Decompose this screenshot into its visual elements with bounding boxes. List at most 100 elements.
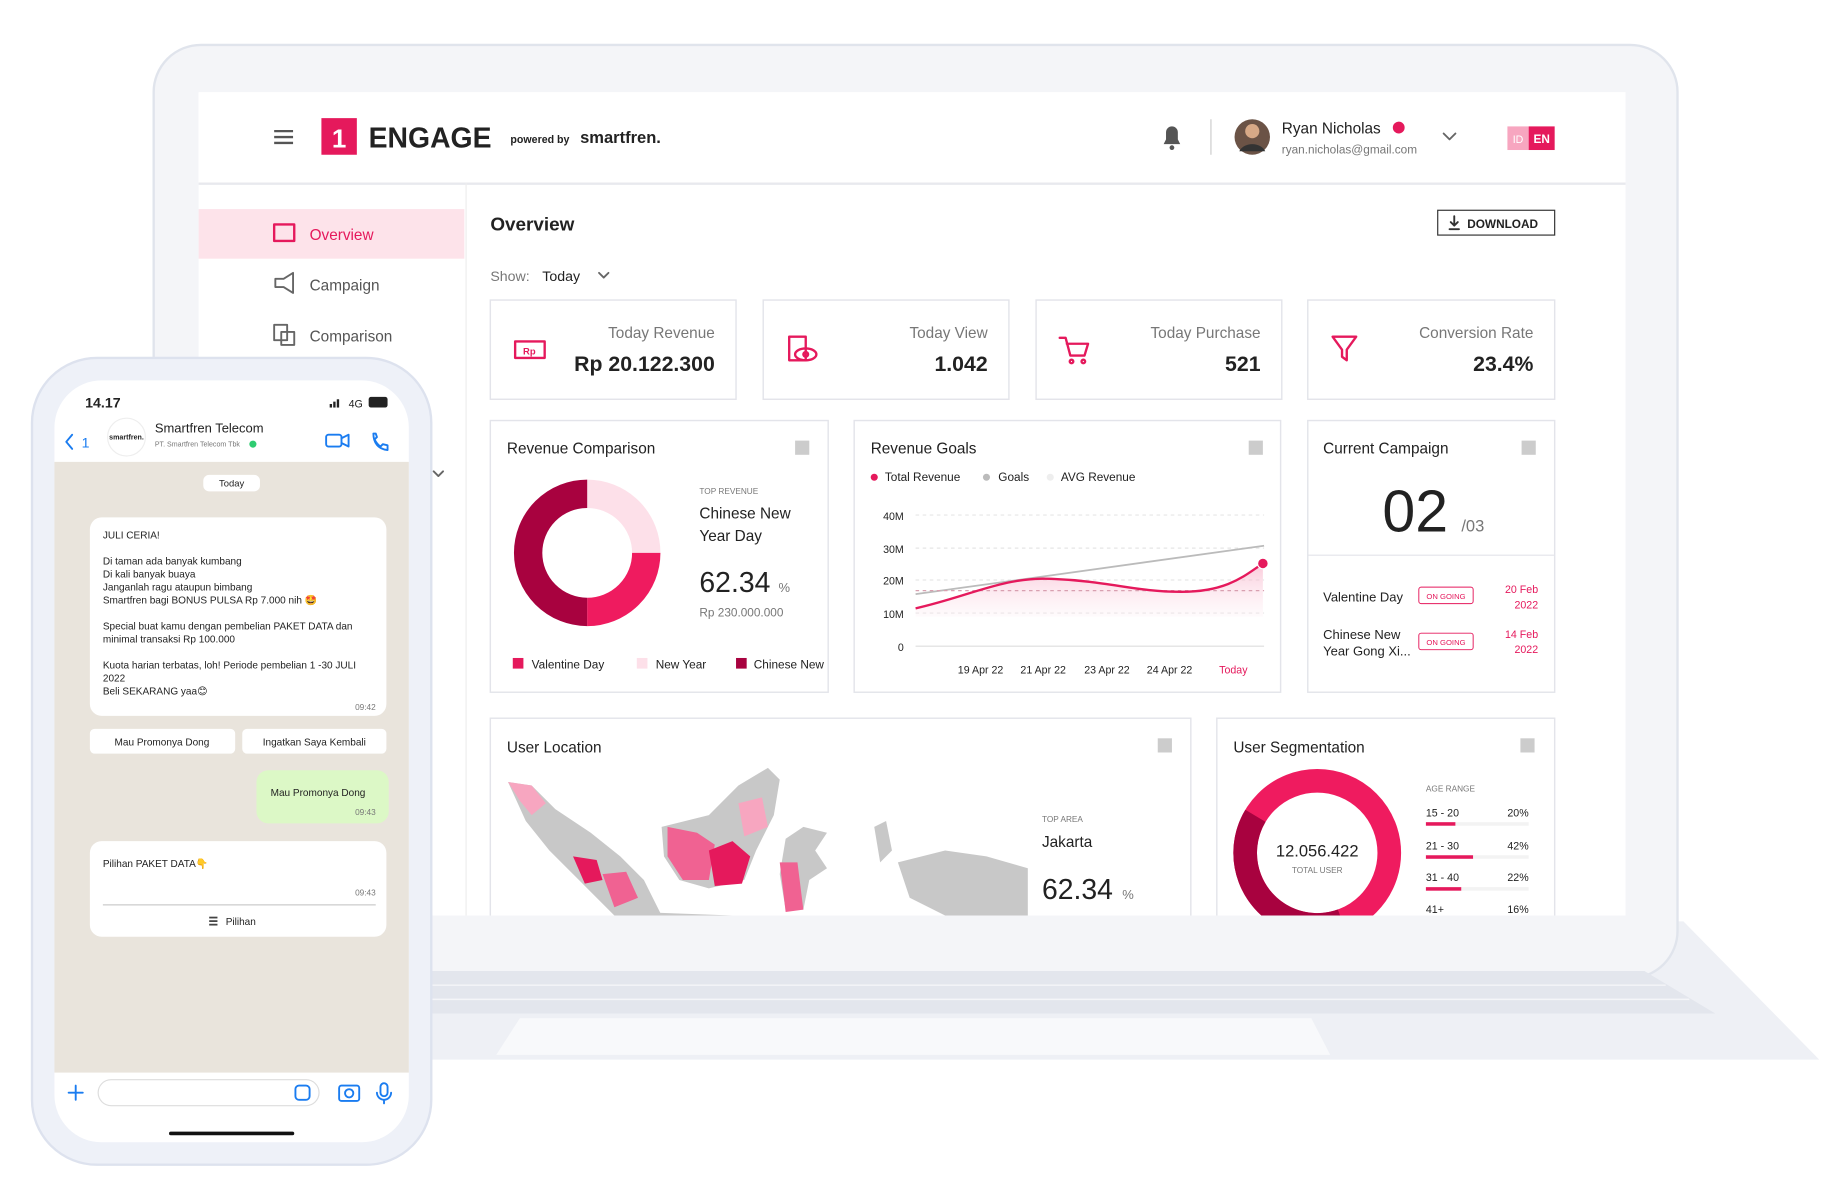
user-segmentation-part	[1473, 855, 1529, 859]
message-line: Janganlah ragu ataupun bimbang	[103, 583, 252, 594]
map-part	[667, 826, 715, 881]
active-item[interactable]	[198, 209, 465, 259]
verified-badge	[1392, 121, 1405, 134]
user-dropdown[interactable]	[1442, 132, 1457, 141]
campaign-date: 2022	[1514, 644, 1538, 656]
message-line: Di kali banyak buaya	[103, 570, 196, 581]
voice-call[interactable]	[372, 432, 389, 452]
message-line: Kuota harian terbatas, loh! Periode pemb…	[103, 661, 356, 672]
back-button[interactable]	[65, 433, 74, 450]
sidebar-expand[interactable]	[432, 470, 445, 478]
mic-button[interactable]	[375, 1082, 393, 1105]
card-title: Revenue Goals	[871, 441, 977, 458]
revenue-icon: Rp	[513, 340, 546, 360]
campaign-name[interactable]: Valentine Day	[1323, 589, 1403, 604]
sticker-button[interactable]	[294, 1084, 311, 1101]
revenue-goals-part	[853, 419, 1282, 693]
quick-reply[interactable]	[242, 728, 387, 754]
unread-count[interactable]: 1	[82, 436, 90, 452]
user-segmentation-part	[1425, 822, 1456, 826]
kpi-value: 1.042	[934, 352, 987, 376]
quick-reply-label[interactable]: Mau Promonya Dong	[115, 737, 210, 748]
revenue-goals-part	[870, 473, 878, 481]
header-part	[198, 92, 1626, 184]
x-tick-label: 23 Apr 22	[1084, 664, 1130, 676]
map-part	[897, 850, 1028, 916]
map	[508, 767, 1028, 916]
show-label: Show:	[490, 269, 529, 285]
kpi-label: Today Revenue	[608, 325, 715, 342]
mic-button-part	[375, 1091, 393, 1105]
network: 4G	[349, 399, 363, 411]
campaign-name[interactable]: Year Gong Xi...	[1323, 644, 1411, 659]
revenue-goals-part	[1046, 473, 1054, 481]
campaign-date: 2022	[1514, 599, 1538, 611]
notification-bell[interactable]	[1163, 126, 1181, 151]
total-label: TOTAL USER	[1292, 866, 1343, 875]
user-name: Ryan Nicholas	[1282, 120, 1381, 137]
user-segmentation-part	[1425, 855, 1474, 859]
donut-part	[1233, 769, 1402, 916]
lang-id[interactable]	[1507, 126, 1529, 151]
menu-button[interactable]	[274, 129, 294, 145]
total-users: 12.056.422	[1276, 841, 1359, 860]
contact-avatar[interactable]	[107, 417, 146, 457]
legend-part	[636, 657, 648, 669]
campaign-icon	[274, 271, 295, 294]
camera-button-part	[338, 1084, 361, 1102]
avatar-part	[1245, 124, 1260, 139]
message2	[89, 841, 387, 937]
video-call[interactable]	[325, 433, 350, 448]
info-icon[interactable]	[795, 440, 810, 455]
quick-reply-label[interactable]: Ingatkan Saya Kembali	[263, 737, 366, 748]
info-icon[interactable]	[1521, 440, 1536, 455]
current-point[interactable]	[1256, 557, 1269, 570]
list-icon-part	[209, 920, 218, 922]
map-part	[637, 911, 733, 916]
list-action[interactable]: Pilihan	[226, 917, 256, 928]
nav-item[interactable]: Comparison	[310, 328, 393, 345]
message-input[interactable]	[97, 1079, 320, 1107]
download-button[interactable]: DOWNLOAD	[1437, 209, 1556, 236]
header: 1 ENGAGE powered by smartfren. Ryan Nich…	[198, 92, 1626, 185]
top-name: Chinese New	[699, 506, 791, 523]
avatar[interactable]	[1234, 119, 1270, 155]
lang-label[interactable]: ID	[1513, 134, 1524, 146]
comparison-icon	[273, 323, 296, 346]
laptop-part	[496, 1018, 1331, 1055]
info-icon[interactable]	[1520, 738, 1535, 753]
reply-time: 09:43	[355, 808, 376, 817]
lang-label[interactable]: EN	[1533, 132, 1549, 146]
campaign-name[interactable]: Chinese New	[1323, 627, 1401, 642]
nav-item[interactable]: Campaign	[310, 278, 380, 295]
download-button-part	[1448, 215, 1460, 231]
top-label: TOP REVENUE	[699, 487, 758, 496]
quick-reply[interactable]	[89, 728, 236, 754]
comparison-icon-part	[280, 330, 296, 346]
kpi-cards: Rp Today Revenue Rp 20.122.300 Today Vie…	[489, 299, 1556, 400]
info-icon[interactable]	[1157, 738, 1172, 753]
percent-unit: %	[1122, 887, 1134, 902]
avatar-label: smartfren.	[109, 433, 144, 441]
contact-name[interactable]: Smartfren Telecom	[155, 420, 264, 435]
download-label[interactable]: DOWNLOAD	[1467, 217, 1538, 231]
kpi-label: Today View	[909, 325, 988, 342]
camera-button[interactable]	[338, 1084, 361, 1102]
nav-item[interactable]: Overview	[310, 227, 375, 244]
revenue-line	[915, 562, 1264, 610]
camera-button-part	[344, 1088, 355, 1099]
attach-button[interactable]	[67, 1084, 84, 1101]
percent: 62.34	[1042, 874, 1113, 906]
kpi-value: Rp 20.122.300	[574, 352, 715, 376]
notification-bell-part	[1169, 145, 1175, 151]
show-dropdown[interactable]	[598, 271, 610, 279]
x-tick-label: 19 Apr 22	[958, 664, 1004, 676]
lang-en[interactable]	[1528, 126, 1555, 151]
partner: smartfren.	[580, 128, 661, 147]
message-line: Beli SEKARANG yaa😊	[103, 687, 208, 698]
message-line: minimal transaksi Rp 100.000	[103, 635, 236, 646]
top-label: TOP AREA	[1042, 815, 1083, 824]
map-part	[508, 782, 546, 816]
show-value[interactable]: Today	[542, 269, 581, 285]
info-icon[interactable]	[1248, 440, 1263, 455]
